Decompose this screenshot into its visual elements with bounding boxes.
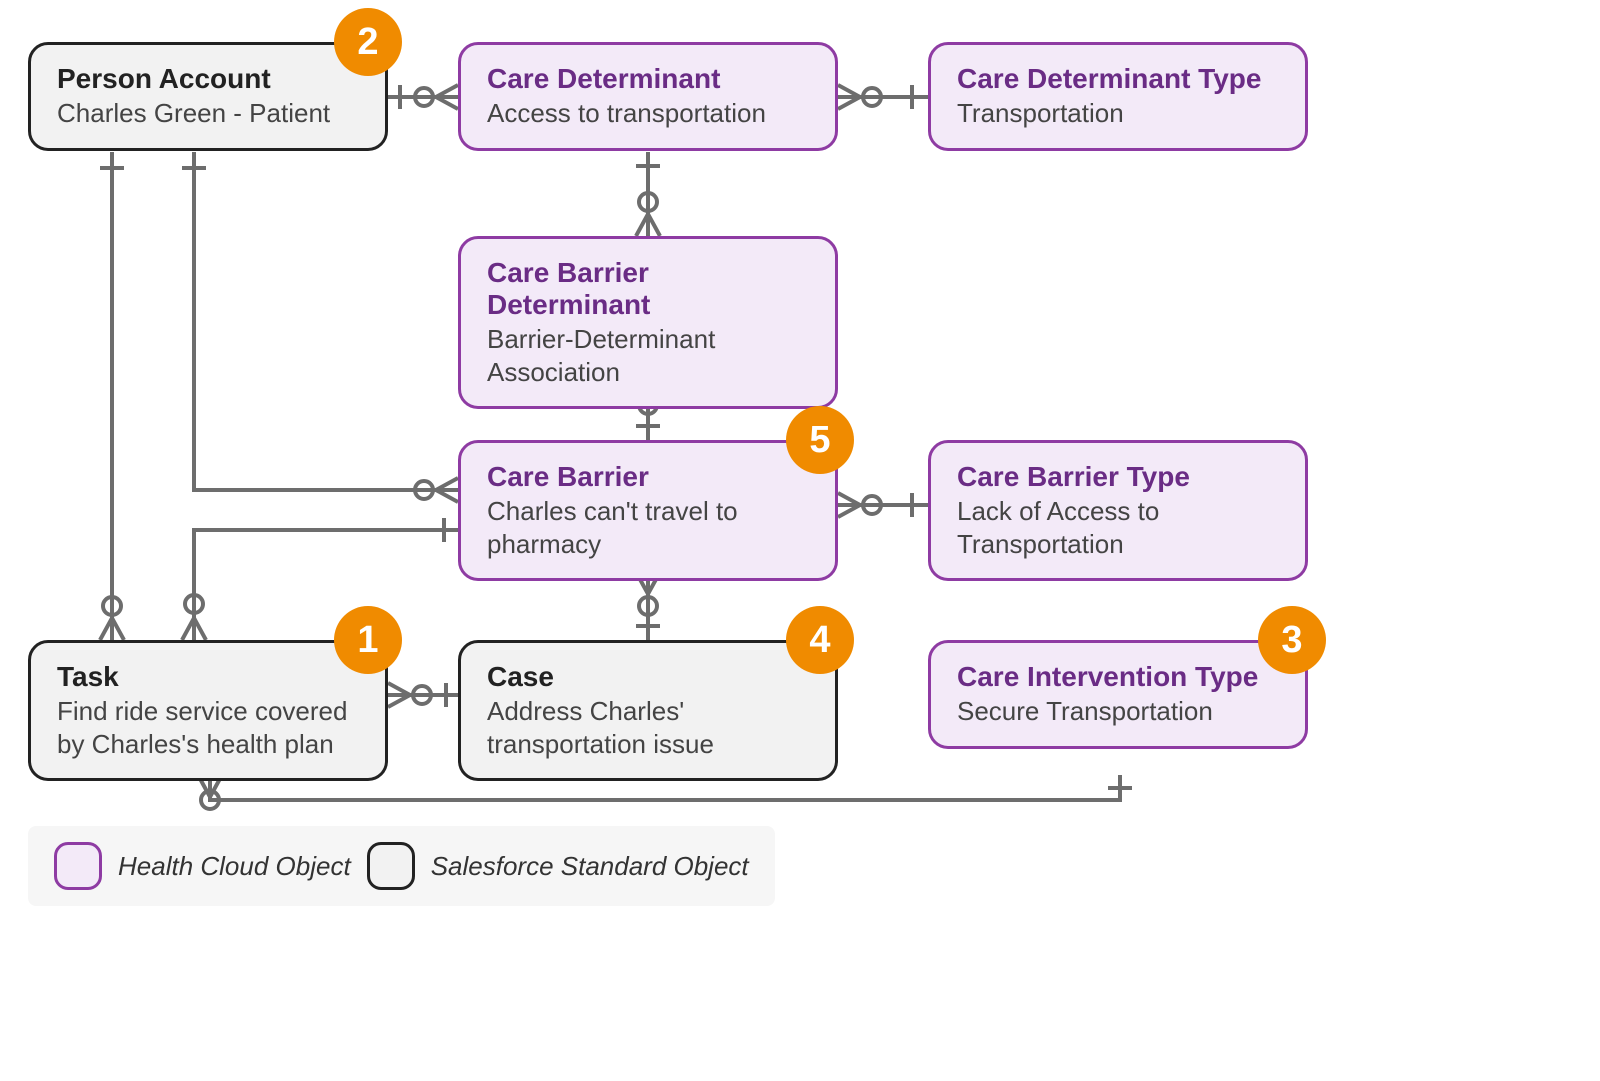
er-diagram: Person Account Charles Green - Patient 2…	[0, 0, 1600, 1081]
legend-label-purple: Health Cloud Object	[118, 851, 351, 882]
node-care-determinant: Care Determinant Access to transportatio…	[458, 42, 838, 151]
node-title: Person Account	[57, 63, 359, 95]
node-desc: Barrier-Determinant Association	[487, 323, 809, 388]
node-title: Care Barrier	[487, 461, 809, 493]
node-title: Case	[487, 661, 809, 693]
badge-1: 1	[334, 606, 402, 674]
node-desc: Access to transportation	[487, 97, 809, 130]
node-title: Care Barrier Determinant	[487, 257, 809, 321]
node-desc: Address Charles' transportation issue	[487, 695, 809, 760]
legend-swatch-standard	[367, 842, 415, 890]
node-title: Care Barrier Type	[957, 461, 1279, 493]
badge-3: 3	[1258, 606, 1326, 674]
node-care-barrier: Care Barrier Charles can't travel to pha…	[458, 440, 838, 581]
node-title: Care Intervention Type	[957, 661, 1279, 693]
node-title: Care Determinant	[487, 63, 809, 95]
node-desc: Lack of Access to Transportation	[957, 495, 1279, 560]
node-care-intervention-type: Care Intervention Type Secure Transporta…	[928, 640, 1308, 749]
legend-swatch-purple	[54, 842, 102, 890]
node-care-barrier-type: Care Barrier Type Lack of Access to Tran…	[928, 440, 1308, 581]
node-desc: Secure Transportation	[957, 695, 1279, 728]
node-task: Task Find ride service covered by Charle…	[28, 640, 388, 781]
node-care-barrier-determinant: Care Barrier Determinant Barrier-Determi…	[458, 236, 838, 409]
legend-label-standard: Salesforce Standard Object	[431, 851, 749, 882]
node-person-account: Person Account Charles Green - Patient	[28, 42, 388, 151]
node-care-determinant-type: Care Determinant Type Transportation	[928, 42, 1308, 151]
node-title: Care Determinant Type	[957, 63, 1279, 95]
badge-4: 4	[786, 606, 854, 674]
badge-5: 5	[786, 406, 854, 474]
node-desc: Find ride service covered by Charles's h…	[57, 695, 359, 760]
node-desc: Charles Green - Patient	[57, 97, 359, 130]
node-desc: Transportation	[957, 97, 1279, 130]
node-title: Task	[57, 661, 359, 693]
legend: Health Cloud Object Salesforce Standard …	[28, 826, 775, 906]
node-desc: Charles can't travel to pharmacy	[487, 495, 809, 560]
badge-2: 2	[334, 8, 402, 76]
node-case: Case Address Charles' transportation iss…	[458, 640, 838, 781]
